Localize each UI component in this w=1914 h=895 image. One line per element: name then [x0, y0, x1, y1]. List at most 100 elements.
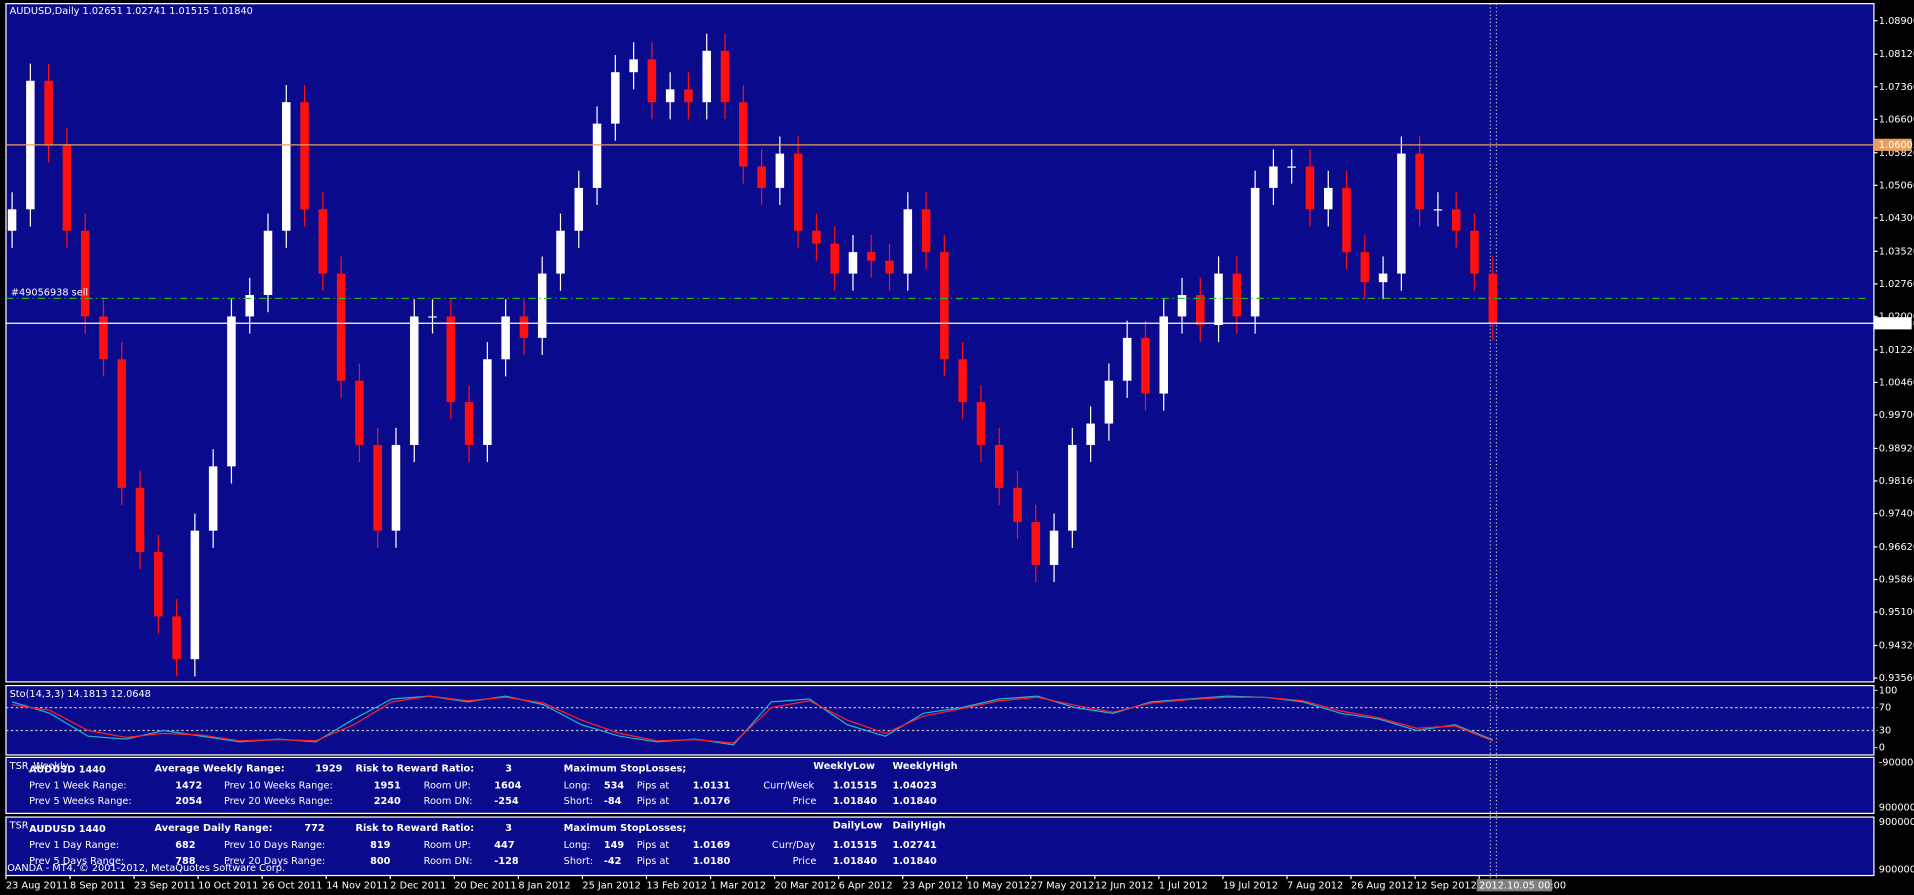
panel-cell: 819 [370, 840, 391, 851]
panel-cell: 772 [304, 823, 324, 834]
panel-cell: 1.01840 [833, 856, 878, 867]
candle-body [1397, 153, 1406, 274]
x-tick-label: 25 Jan 2012 [582, 880, 640, 891]
x-tick-label: 1 Jul 2012 [1159, 880, 1208, 891]
candle-body [537, 273, 547, 338]
candle-body [227, 316, 236, 467]
panel-cell: 1.0180 [693, 856, 731, 867]
panel-cell: 1604 [494, 780, 521, 791]
panel-axis-label: 900000 [1879, 817, 1914, 828]
candle-body [830, 243, 839, 274]
candle-body [99, 316, 108, 360]
panel-cell: 447 [494, 840, 514, 851]
panel-cell: 1.01515 [833, 840, 878, 851]
panel-cell: Long: [564, 780, 591, 791]
candle-body [866, 252, 876, 261]
panel-cell: Pips at [637, 856, 670, 867]
x-tick-label: 20 Dec 2011 [454, 880, 516, 891]
panel-cell: Prev 20 Weeks Range: [224, 796, 333, 807]
panel-cell: 2240 [374, 796, 401, 807]
x-tick-label: 27 May 2012 [1031, 880, 1094, 891]
candle-body [739, 102, 748, 167]
candle-body [592, 123, 602, 188]
candle-body [1049, 530, 1059, 565]
x-tick-label: 19 Jul 2012 [1223, 880, 1278, 891]
candle-body [409, 316, 419, 445]
candle-body [190, 530, 200, 660]
candle-body [665, 89, 675, 103]
candle-body [1250, 187, 1260, 317]
panel-cell: 682 [175, 840, 195, 851]
panel-axis-label: 900000 [1879, 802, 1914, 813]
chart-title: AUDUSD,Daily 1.02651 1.02741 1.01515 1.0… [10, 6, 253, 17]
candle-body [172, 616, 181, 660]
panel-cell: 788 [175, 856, 196, 867]
panel-cell: 534 [604, 780, 625, 791]
panel-cell: Price [793, 796, 817, 807]
panel-cell: Average Daily Range: [155, 823, 273, 834]
candle-body [994, 444, 1004, 488]
y-tick-label: 1.03520 [1879, 246, 1914, 257]
candle-body [848, 252, 858, 274]
candle-body [775, 153, 785, 188]
panel-axis-label: 900000 [1879, 864, 1914, 875]
candle-body [885, 260, 894, 274]
panel-symbol: AUDUSD 1440 [29, 824, 106, 835]
stoch-title: Sto(14,3,3) 14.1813 12.0648 [10, 689, 151, 700]
candle-body [1013, 487, 1022, 523]
x-tick-label: 8 Jan 2012 [518, 880, 570, 891]
price-tag [1873, 317, 1912, 330]
x-tick-label: 20 Mar 2012 [775, 880, 837, 891]
candle-body [1269, 166, 1278, 188]
panel-cell: 1.01840 [833, 796, 878, 807]
candle-body [1031, 522, 1041, 565]
panel-cell: Prev 1 Week Range: [29, 780, 127, 791]
panel-cell: -42 [604, 856, 622, 867]
y-tick-label: 1.02760 [1879, 279, 1914, 290]
candle-body [684, 89, 693, 103]
candle-body [519, 316, 529, 338]
candle-body [1159, 316, 1168, 394]
x-tick-label: 10 May 2012 [967, 880, 1030, 891]
candle-body [1451, 209, 1461, 231]
y-tick-label: 1.08120 [1879, 49, 1914, 60]
candle-body [976, 402, 986, 445]
cursor-date-bg [1476, 879, 1553, 892]
candle-body [921, 209, 931, 253]
candle-body [208, 466, 218, 531]
candle-body [1360, 252, 1370, 283]
panel-cell: Prev 10 Weeks Range: [224, 780, 333, 791]
panel-cell: 1.01840 [892, 856, 937, 867]
y-tick-label: 1.06600 [1879, 114, 1914, 125]
candle-body [940, 252, 949, 360]
candle-body [135, 487, 145, 553]
y-tick-label: 1.08900 [1879, 16, 1914, 27]
panel-axis-label: -900000 [1879, 757, 1914, 768]
tsr-weekly-pane [5, 756, 1875, 815]
candle-body [1470, 230, 1479, 274]
x-tick-label: 14 Nov 2011 [326, 880, 388, 891]
panel-cell: 3 [505, 763, 512, 774]
candle-body [391, 444, 401, 531]
panel-cell: 149 [604, 840, 625, 851]
candle-body [1378, 273, 1388, 283]
y-tick-label: 1.04300 [1879, 213, 1914, 224]
order-label: #49056938 sell [11, 287, 88, 298]
x-tick-label: 6 Apr 2012 [839, 880, 893, 891]
candle-body [501, 316, 510, 360]
y-tick-label: 30 [1879, 725, 1891, 736]
y-tick-label: 0 [1879, 743, 1885, 754]
footer: OANDA - MT4, © 2001-2012, MetaQuotes Sof… [7, 863, 285, 874]
panel-cell: 1.0176 [693, 796, 731, 807]
panel-cell: 1.04023 [892, 780, 936, 791]
candle-body [483, 359, 492, 445]
price-tag-label: 1.06005 [1879, 140, 1914, 151]
